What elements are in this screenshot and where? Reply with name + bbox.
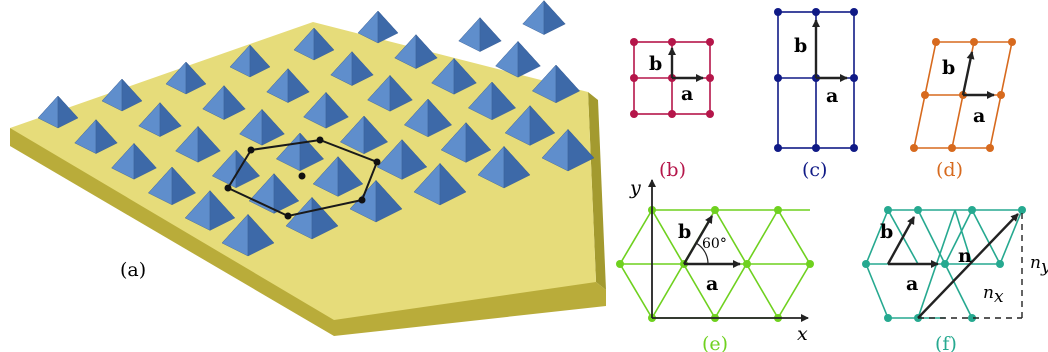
pyramid-3-3 bbox=[340, 115, 388, 155]
panel-b-nodes bbox=[630, 38, 714, 118]
panel-e-vector-b bbox=[682, 215, 714, 265]
panel-e-angle-arc bbox=[695, 242, 709, 265]
panel-f-nx-symbol: n bbox=[983, 283, 994, 303]
pyramid-0-3 bbox=[229, 44, 271, 78]
panel-e-label: (e) bbox=[702, 333, 728, 352]
panel-f-a-label: a bbox=[906, 273, 918, 295]
panel-f-ny-symbol: n bbox=[1030, 253, 1041, 273]
pyramid-0-5 bbox=[357, 10, 399, 44]
panel-f-ny-subscript: y bbox=[1040, 257, 1048, 277]
panel-d-b-label: b bbox=[942, 57, 955, 79]
slab-side bbox=[588, 92, 606, 290]
pyramid-1-3 bbox=[266, 68, 310, 103]
panel-f-nx-label: nx bbox=[983, 283, 1004, 307]
pyramid-4-0 bbox=[184, 190, 236, 231]
pyramid-2-2 bbox=[239, 108, 285, 146]
panel-b-label: (b) bbox=[659, 159, 686, 181]
panel-f-label: (f) bbox=[935, 333, 957, 352]
panel-e-x-label: x bbox=[797, 323, 808, 345]
pyramid-5-0 bbox=[221, 213, 275, 257]
pyramid-4-2 bbox=[312, 156, 364, 197]
pyramid-4-3 bbox=[376, 139, 428, 180]
pyramid-1-7 bbox=[522, 0, 566, 35]
panel-c-nodes bbox=[774, 8, 858, 152]
panel-e-b-label: b bbox=[678, 221, 691, 243]
pyramid-array bbox=[37, 0, 595, 257]
panel-a-label: (a) bbox=[120, 259, 146, 281]
pyramid-4-4 bbox=[440, 122, 492, 163]
pyramid-3-4 bbox=[404, 98, 452, 138]
pyramid-4-1 bbox=[248, 173, 300, 214]
pyramid-3-6 bbox=[532, 64, 580, 104]
pyramid-2-5 bbox=[431, 57, 477, 95]
pyramid-0-4 bbox=[293, 27, 335, 61]
panel-d-label: (d) bbox=[936, 159, 963, 181]
panel-c-label: (c) bbox=[802, 159, 827, 181]
pyramid-4-5 bbox=[504, 105, 556, 146]
pyramid-2-6 bbox=[495, 40, 541, 78]
panel-a: (a) bbox=[10, 0, 606, 336]
panel-c-a-label: a bbox=[826, 85, 838, 107]
hexagon-vertices bbox=[224, 136, 381, 220]
panel-f-vector-n bbox=[917, 213, 1019, 319]
slab-top bbox=[10, 22, 596, 320]
pyramid-0-1 bbox=[101, 78, 143, 112]
panel-f-nx-subscript: x bbox=[994, 287, 1004, 307]
pyramid-2-1 bbox=[175, 125, 221, 163]
panel-f-n-label: n bbox=[958, 245, 972, 267]
pyramid-0-0 bbox=[37, 95, 79, 129]
panel-b-a-label: a bbox=[681, 83, 693, 105]
pyramid-5-5 bbox=[541, 128, 595, 172]
pyramid-5-4 bbox=[477, 145, 531, 189]
panel-d-a-label: a bbox=[973, 105, 985, 127]
panel-f-vector-b bbox=[886, 216, 916, 265]
pyramid-1-2 bbox=[202, 85, 246, 120]
pyramid-2-3 bbox=[303, 91, 349, 129]
pyramid-1-5 bbox=[394, 34, 438, 69]
pyramid-3-0 bbox=[148, 166, 196, 206]
pyramid-5-3 bbox=[413, 162, 467, 206]
pyramid-3-1 bbox=[212, 149, 260, 189]
panel-e-angle-label: 60° bbox=[702, 236, 727, 252]
panel-d-vector-b bbox=[961, 51, 975, 96]
pyramid-0-2 bbox=[165, 61, 207, 95]
panel-e-y-label: y bbox=[629, 177, 641, 199]
pyramid-3-5 bbox=[468, 81, 516, 121]
pyramid-1-4 bbox=[330, 51, 374, 86]
pyramid-2-4 bbox=[367, 74, 413, 112]
panel-e-a-label: a bbox=[706, 273, 718, 295]
pyramid-1-0 bbox=[74, 119, 118, 154]
panel-b-b-label: b bbox=[649, 53, 662, 75]
panel-f-ny-label: ny bbox=[1030, 253, 1048, 277]
pyramid-1-1 bbox=[138, 102, 182, 137]
pyramid-2-0 bbox=[111, 142, 157, 180]
panel-f-b-label: b bbox=[880, 221, 893, 243]
pyramid-1-6 bbox=[458, 17, 502, 52]
panel-c-b-label: b bbox=[794, 35, 807, 57]
pyramid-5-1 bbox=[285, 196, 339, 240]
